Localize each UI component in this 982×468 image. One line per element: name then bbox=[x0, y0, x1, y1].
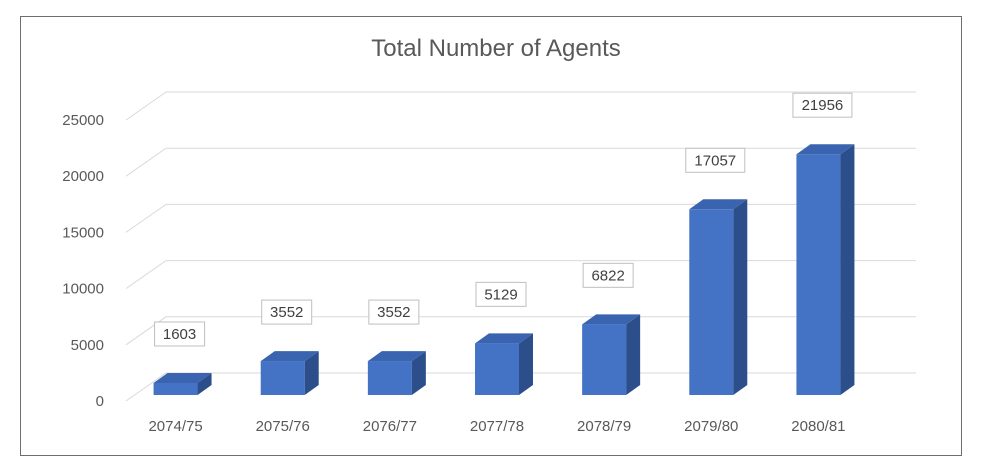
data-label: 6822 bbox=[591, 267, 624, 284]
bar bbox=[153, 372, 212, 395]
x-tick-label: 2075/76 bbox=[256, 418, 310, 435]
bar-side bbox=[840, 144, 855, 395]
bar-side bbox=[519, 333, 533, 395]
bar bbox=[475, 333, 533, 395]
data-label-box bbox=[261, 299, 313, 325]
bar-side bbox=[733, 199, 748, 395]
data-label: 5129 bbox=[484, 286, 517, 303]
bar-front bbox=[582, 324, 627, 395]
y-tick-label: 15000 bbox=[62, 224, 104, 241]
x-tick-label: 2078/79 bbox=[577, 418, 631, 435]
data-label: 3552 bbox=[270, 304, 303, 321]
bar-side bbox=[411, 351, 426, 395]
x-tick-label: 2077/78 bbox=[470, 418, 524, 435]
data-label-box bbox=[685, 147, 746, 173]
x-tick-label: 2076/77 bbox=[363, 418, 417, 435]
gridline bbox=[125, 316, 916, 346]
gridline bbox=[125, 147, 916, 177]
x-tick-label: 2079/80 bbox=[684, 418, 738, 435]
bar bbox=[260, 351, 319, 395]
data-label-box bbox=[368, 299, 420, 325]
x-tick-label: 2074/75 bbox=[148, 418, 202, 435]
bar-top bbox=[367, 351, 426, 362]
bar-front bbox=[367, 361, 412, 395]
gridline bbox=[125, 91, 916, 121]
y-tick-label: 20000 bbox=[62, 168, 104, 185]
bar-side bbox=[197, 372, 212, 395]
bar bbox=[796, 144, 855, 395]
bar-front bbox=[260, 361, 305, 395]
bar-top bbox=[796, 144, 855, 155]
bar-top bbox=[260, 351, 319, 362]
bar-front bbox=[689, 209, 734, 395]
bar-front bbox=[475, 343, 519, 395]
gridline bbox=[125, 372, 916, 402]
bar-front bbox=[153, 382, 198, 395]
bar-top bbox=[582, 314, 641, 325]
bar-front bbox=[796, 154, 841, 395]
chart-title: Total Number of Agents bbox=[371, 35, 620, 62]
data-label: 21956 bbox=[802, 97, 844, 114]
y-tick-label: 5000 bbox=[71, 337, 104, 354]
bar-side bbox=[626, 314, 641, 395]
gridline bbox=[125, 203, 916, 233]
bar-top bbox=[475, 333, 533, 344]
data-label: 1603 bbox=[163, 326, 196, 343]
data-label-box bbox=[475, 281, 527, 307]
data-label-box bbox=[154, 321, 206, 347]
bar-top bbox=[153, 372, 212, 383]
data-label: 17057 bbox=[694, 152, 736, 169]
data-label: 3552 bbox=[377, 304, 410, 321]
gridline bbox=[125, 260, 916, 290]
y-tick-label: 10000 bbox=[62, 281, 104, 298]
data-label-box bbox=[792, 92, 853, 118]
x-tick-label: 2080/81 bbox=[791, 418, 845, 435]
bar-side bbox=[304, 351, 319, 395]
bar-top bbox=[689, 199, 748, 210]
y-tick-label: 0 bbox=[96, 393, 104, 410]
data-label-box bbox=[582, 262, 634, 288]
y-tick-label: 25000 bbox=[62, 112, 104, 129]
bar bbox=[582, 314, 641, 395]
bar bbox=[689, 199, 748, 395]
bar bbox=[367, 351, 426, 395]
